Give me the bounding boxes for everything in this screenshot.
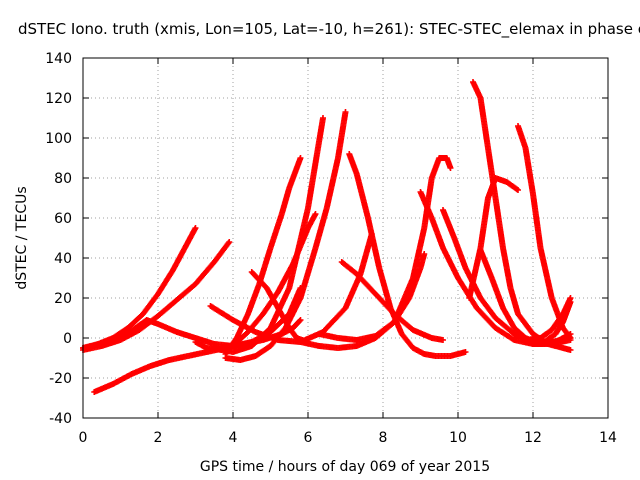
data-point bbox=[462, 349, 469, 355]
series-markers bbox=[522, 295, 574, 343]
x-tick-label: 4 bbox=[229, 430, 238, 446]
data-point bbox=[225, 240, 232, 247]
data-point bbox=[226, 239, 233, 245]
data-point bbox=[447, 165, 454, 171]
x-tick-label: 8 bbox=[379, 430, 388, 446]
series-markers bbox=[80, 225, 199, 351]
plot-frame bbox=[82, 57, 609, 419]
data-point bbox=[312, 211, 319, 217]
y-tick-label: 60 bbox=[54, 211, 72, 227]
data-point bbox=[567, 347, 574, 353]
data-point bbox=[515, 187, 521, 193]
data-point bbox=[297, 317, 304, 323]
chart-title: dSTEC Iono. truth (xmis, Lon=105, Lat=-1… bbox=[18, 20, 640, 39]
y-axis-label: dSTEC / TECUs bbox=[14, 186, 30, 289]
series-markers bbox=[207, 231, 375, 345]
y-tick-label: 100 bbox=[45, 131, 72, 147]
x-tick-label: 12 bbox=[524, 430, 542, 446]
data-point bbox=[566, 333, 573, 340]
series-markers bbox=[466, 175, 521, 301]
series-markers bbox=[338, 259, 446, 343]
tick-labels: 0 2 4 6 8 10 12 14 -40 -20 0 20 40 60 80 100 120 140 bbox=[45, 51, 617, 446]
data-point bbox=[320, 115, 326, 121]
x-tick-label: 14 bbox=[599, 430, 617, 446]
series-markers bbox=[346, 151, 469, 359]
y-tick-label: -40 bbox=[49, 411, 72, 427]
x-axis-label: GPS time / hours of day 069 of year 2015 bbox=[200, 459, 490, 475]
y-tick-label: 140 bbox=[45, 51, 72, 67]
data-point bbox=[567, 295, 574, 301]
x-tick-label: 6 bbox=[304, 430, 313, 446]
x-tick-label: 10 bbox=[449, 430, 467, 446]
data-point bbox=[440, 337, 446, 343]
series-markers bbox=[211, 115, 326, 355]
series-markers bbox=[222, 109, 349, 363]
y-tick-label: 120 bbox=[45, 91, 72, 107]
x-tick-label: 2 bbox=[154, 430, 163, 446]
y-tick-label: -20 bbox=[49, 371, 72, 387]
y-tick-label: 0 bbox=[63, 331, 72, 347]
data-point bbox=[192, 225, 199, 231]
series-markers bbox=[515, 123, 574, 341]
y-tick-label: 20 bbox=[54, 291, 72, 307]
data-point bbox=[421, 251, 428, 257]
data-point bbox=[297, 155, 304, 161]
data-point bbox=[296, 318, 303, 324]
grid bbox=[83, 58, 608, 418]
x-tick-label: 0 bbox=[79, 430, 88, 446]
y-tick-label: 80 bbox=[54, 171, 72, 187]
y-tick-label: 40 bbox=[54, 251, 72, 267]
data-point bbox=[567, 335, 574, 341]
data-point bbox=[342, 109, 349, 115]
data-markers bbox=[80, 79, 574, 395]
